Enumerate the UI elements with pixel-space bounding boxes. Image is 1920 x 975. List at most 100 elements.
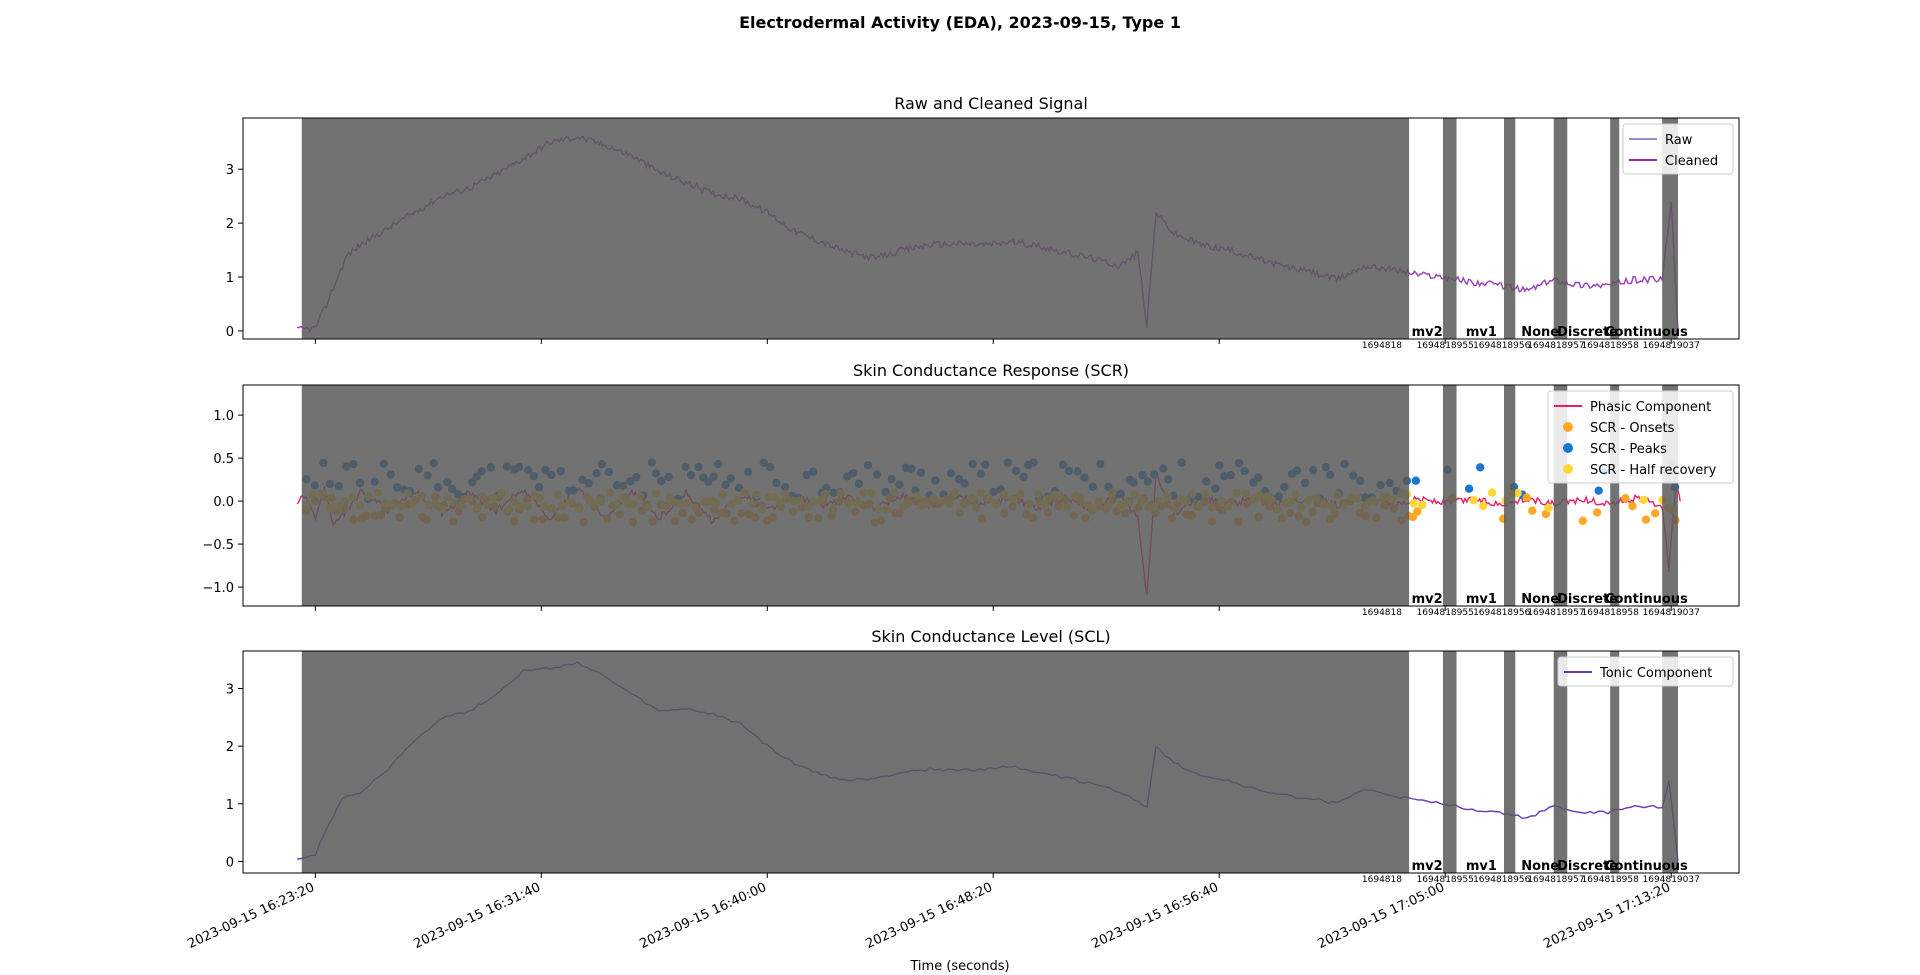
legend: Phasic Component SCR - Onsets SCR - Peaks S…	[1547, 390, 1734, 484]
scr-point	[1413, 507, 1422, 516]
scr-point	[1479, 501, 1488, 511]
region-id-label: 1694818957	[1527, 875, 1584, 885]
legend-label: Cleaned	[1665, 154, 1718, 169]
shaded-region	[301, 385, 1410, 606]
region-label: Continuous	[1605, 592, 1688, 607]
shaded-region	[301, 651, 1410, 873]
scr-point	[1578, 516, 1588, 525]
y-tick-label: 1	[226, 271, 234, 286]
legend: Tonic Component	[1557, 656, 1734, 687]
region-id-label: 1694818	[1362, 341, 1402, 351]
region-label: mv1	[1466, 592, 1497, 607]
y-tick-label: 3	[226, 163, 234, 178]
plot-frame	[242, 384, 1740, 607]
scr-point	[1639, 495, 1648, 505]
plot-frame	[242, 650, 1740, 874]
legend-label: SCR - Onsets	[1590, 421, 1675, 436]
scr-point	[1513, 489, 1522, 498]
plot-frame	[242, 117, 1740, 340]
legend-marker	[1563, 422, 1573, 432]
panel-title: Raw and Cleaned Signal	[894, 94, 1088, 113]
region-label: Discrete	[1557, 325, 1618, 340]
scr-point	[1409, 499, 1418, 508]
region-label: mv2	[1412, 325, 1443, 340]
region-id-label: 1694819037	[1643, 341, 1700, 351]
scr-point	[1418, 500, 1427, 510]
panel-3: Skin Conductance Level (SCL) mv2 mv1 NoneDi…	[226, 627, 1740, 885]
figure-title: Electrodermal Activity (EDA), 2023-09-15…	[739, 13, 1181, 32]
shaded-region	[1553, 651, 1568, 873]
legend-label: Tonic Component	[1599, 666, 1712, 681]
y-tick-label: 0	[226, 325, 234, 340]
scr-point	[1469, 496, 1478, 505]
y-tick-label: 1	[226, 798, 234, 813]
x-tick-label: 2023-09-15 17:13:20	[1541, 880, 1672, 952]
region-id-label: 1694818957	[1527, 608, 1584, 618]
region-label: None	[1521, 325, 1559, 340]
x-tick-label: 2023-09-15 16:23:20	[186, 880, 317, 952]
shaded-region	[1503, 118, 1516, 339]
shaded-region	[1442, 118, 1457, 339]
scr-point	[1464, 484, 1474, 493]
region-label: Discrete	[1557, 859, 1618, 874]
shaded-region	[1442, 385, 1457, 606]
region-id-label: 1694818	[1362, 608, 1402, 618]
scr-point	[1487, 488, 1497, 497]
scr-point	[1522, 493, 1532, 502]
scr-point	[1651, 509, 1660, 518]
region-label: Continuous	[1605, 859, 1688, 874]
scr-point	[1476, 463, 1485, 472]
region-label: Continuous	[1605, 325, 1688, 340]
y-tick-label: 2	[226, 217, 234, 232]
shaded-region	[1610, 651, 1620, 873]
shaded-region	[1442, 651, 1457, 873]
scr-point	[1594, 486, 1603, 495]
x-axis-ticks: 2023-09-15 16:23:20 2023-09-15 16:31:40 20…	[186, 880, 1673, 952]
y-tick-label: −0.5	[202, 538, 234, 553]
region-label: None	[1521, 859, 1559, 874]
region-id-label: 1694818955	[1417, 608, 1474, 618]
legend-marker	[1563, 464, 1573, 474]
y-tick-label: 0.5	[213, 452, 234, 467]
x-axis-label: Time (seconds)	[909, 959, 1009, 974]
legend-label: SCR - Half recovery	[1590, 463, 1717, 478]
region-label: Discrete	[1557, 592, 1618, 607]
legend-label: SCR - Peaks	[1590, 442, 1667, 457]
panel-1: Raw and Cleaned Signal mv2 mv1 NoneDiscrete…	[226, 94, 1740, 351]
shaded-region	[1662, 651, 1678, 873]
region-id-label: 1694818	[1362, 875, 1402, 885]
shaded-region	[301, 118, 1410, 339]
panel-title: Skin Conductance Response (SCR)	[853, 361, 1129, 380]
scr-point	[1544, 503, 1553, 512]
region-id-label: 1694818958	[1582, 608, 1640, 618]
x-tick-label: 2023-09-15 17:05:00	[1315, 880, 1446, 952]
x-tick-label: 2023-09-15 16:48:20	[863, 880, 994, 952]
y-tick-label: 0.0	[213, 495, 234, 510]
y-tick-label: 1.0	[213, 409, 234, 424]
region-label: mv2	[1412, 592, 1443, 607]
region-id-label: 1694818956	[1473, 341, 1531, 351]
shaded-region	[1610, 118, 1620, 339]
shaded-region	[1610, 385, 1620, 606]
scr-point	[1411, 476, 1421, 485]
legend-label: Phasic Component	[1590, 400, 1711, 415]
region-id-label: 1694819037	[1643, 608, 1700, 618]
region-label: mv2	[1412, 859, 1443, 874]
panel-title: Skin Conductance Level (SCL)	[871, 627, 1110, 646]
scr-point	[1621, 494, 1630, 503]
scr-point	[1641, 515, 1651, 524]
region-id-label: 1694818957	[1527, 341, 1584, 351]
y-tick-label: 3	[226, 682, 234, 697]
shaded-region	[1503, 385, 1516, 606]
y-tick-label: −1.0	[202, 581, 234, 596]
region-id-label: 1694819037	[1643, 875, 1700, 885]
shaded-region	[1503, 651, 1516, 873]
legend-marker	[1563, 443, 1573, 453]
region-label: None	[1521, 592, 1559, 607]
x-tick-label: 2023-09-15 16:40:00	[637, 880, 768, 952]
region-id-label: 1694818955	[1417, 341, 1474, 351]
x-tick-label: 2023-09-15 16:31:40	[412, 880, 543, 952]
panel-2: Skin Conductance Response (SCR) mv2 mv1 Non…	[202, 361, 1740, 618]
region-id-label: 1694818958	[1582, 875, 1640, 885]
